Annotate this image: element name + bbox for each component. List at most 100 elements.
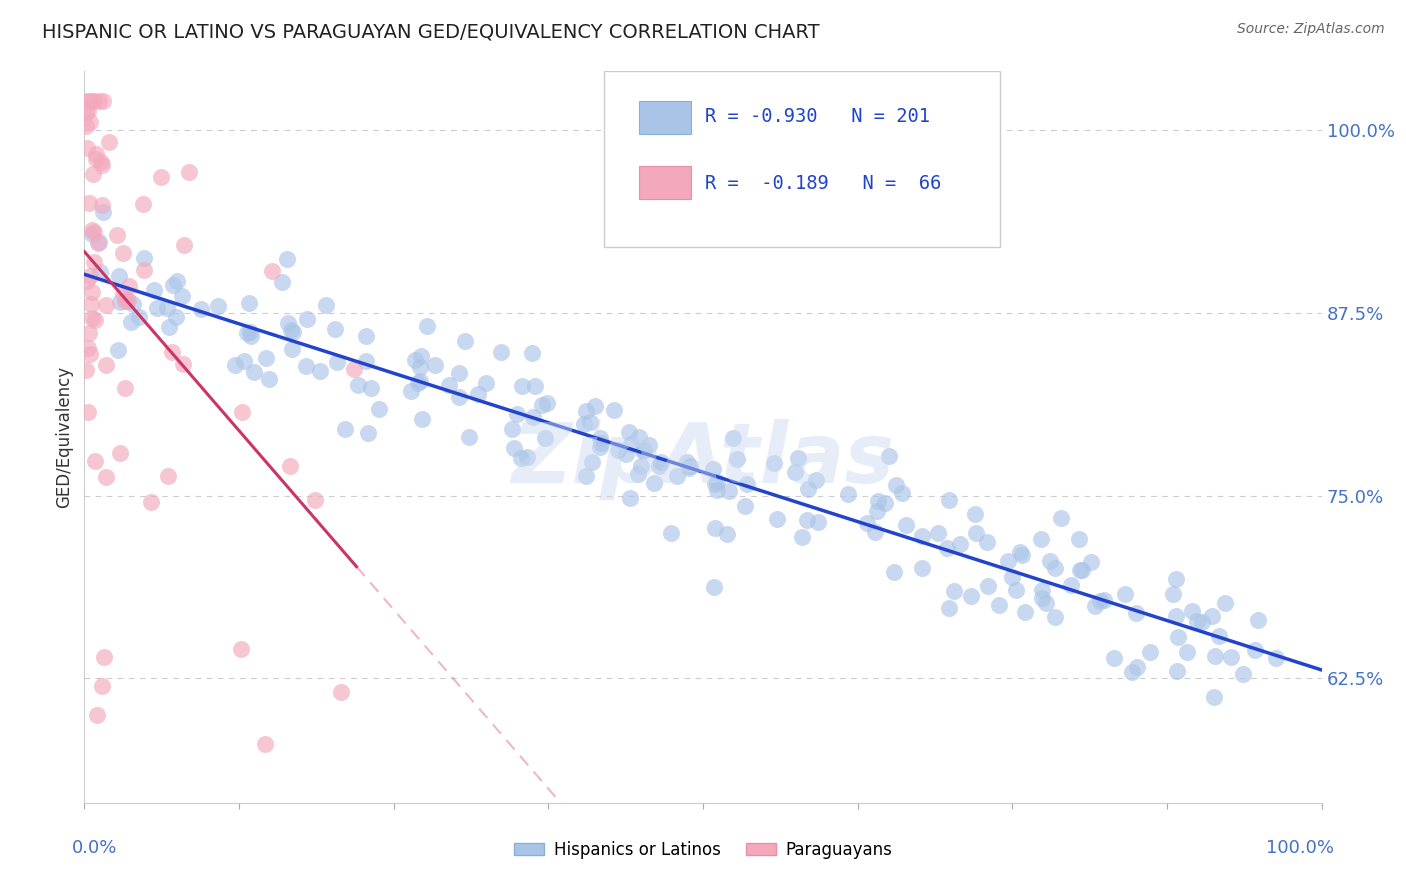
Point [1050,510,1073,524]
Point [224,359,246,373]
Point [79,94,101,108]
Point [91,204,114,219]
Point [1043,610,1066,624]
Point [84,454,107,468]
Point [703,580,725,594]
Text: 100.0%: 100.0% [1265,839,1334,857]
Point [806,473,828,487]
Point [1185,614,1208,628]
Point [866,504,889,518]
Point [959,590,981,604]
Point [589,440,612,454]
Point [231,405,253,419]
FancyBboxPatch shape [638,101,690,134]
Point [449,366,471,380]
Point [128,310,150,325]
Point [415,319,437,334]
Point [1164,608,1187,623]
Point [1121,665,1143,680]
Point [575,469,598,483]
Point [91,94,114,108]
Point [591,436,613,450]
Point [83,225,105,239]
Point [501,422,523,436]
Point [866,493,889,508]
Text: R = -0.930   N = 201: R = -0.930 N = 201 [706,107,931,126]
Point [79,115,101,129]
Point [150,170,173,185]
Point [1167,631,1189,645]
Point [911,561,934,575]
Point [238,325,260,339]
Point [659,525,682,540]
Point [347,378,370,392]
Point [112,245,135,260]
Point [627,430,650,444]
Point [911,529,934,543]
Point [976,534,998,549]
Point [165,310,187,324]
Point [1088,594,1111,608]
Point [449,390,471,404]
Point [270,276,292,290]
Point [1069,563,1091,577]
Point [506,407,529,421]
Point [706,483,728,498]
Point [94,358,117,372]
Point [890,486,912,500]
Text: ZipAtlas: ZipAtlas [512,418,894,500]
Point [536,396,558,410]
Point [1208,629,1230,643]
Point [647,458,669,473]
Point [276,252,298,267]
Point [232,353,254,368]
Point [190,302,212,317]
Point [82,311,104,326]
Point [240,328,263,343]
Point [143,283,166,297]
Point [260,264,283,278]
Point [630,458,652,473]
Point [965,526,987,541]
Point [236,326,259,340]
Point [141,495,163,509]
Text: R =  -0.189   N =  66: R = -0.189 N = 66 [706,174,942,193]
Point [883,566,905,580]
Point [323,322,346,336]
Point [173,237,195,252]
FancyBboxPatch shape [605,71,1000,247]
Point [679,458,702,473]
Point [254,351,277,366]
Point [790,529,813,543]
Point [1125,606,1147,620]
Point [1014,605,1036,619]
Point [87,235,110,249]
Point [409,374,432,388]
Point [326,354,349,368]
Point [894,517,917,532]
Text: Source: ZipAtlas.com: Source: ZipAtlas.com [1237,22,1385,37]
Point [766,512,789,526]
Point [935,541,957,556]
Point [229,642,252,657]
Point [84,153,107,167]
Point [243,365,266,379]
Point [619,491,641,505]
Point [87,94,110,108]
Point [411,412,433,426]
Point [1039,554,1062,568]
Point [1204,648,1226,663]
Point [257,371,280,385]
Point [404,353,426,368]
Point [524,378,547,392]
Point [166,274,188,288]
Point [1164,572,1187,586]
Point [575,403,598,417]
Point [281,342,304,356]
Point [114,381,136,395]
Point [583,400,606,414]
Point [315,298,337,312]
Point [132,197,155,211]
Point [409,360,432,375]
Point [155,301,177,315]
